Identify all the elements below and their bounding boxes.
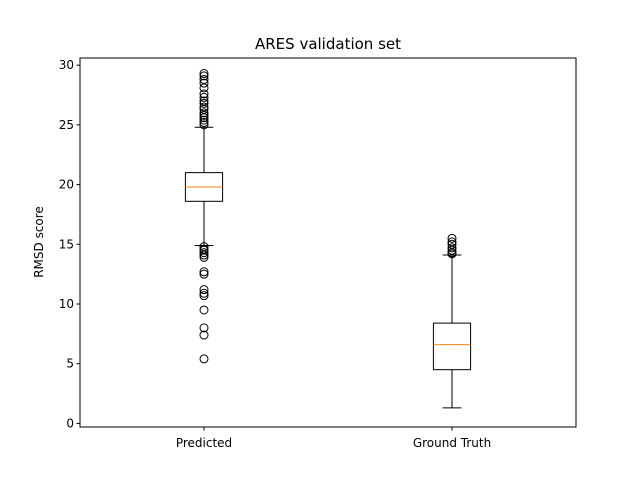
outlier-point: [199, 102, 209, 112]
outlier-point: [199, 248, 209, 258]
outlier-point: [199, 78, 209, 88]
outlier-point: [199, 354, 209, 364]
outlier-point: [447, 233, 457, 243]
outlier-point: [199, 83, 209, 93]
plot-area: 0 5 10 15 20 25 30 Predicted Ground Truth: [59, 58, 491, 450]
y-tick-label: 0: [66, 416, 74, 430]
outlier-point: [199, 71, 209, 81]
outlier-point: [199, 74, 209, 84]
outlier-point: [199, 120, 209, 130]
y-tick-label: 10: [59, 297, 74, 311]
outlier-point: [199, 115, 209, 125]
outlier-point: [199, 96, 209, 106]
outlier-point: [199, 330, 209, 340]
outlier-point: [199, 98, 209, 108]
y-tick-label: 25: [59, 118, 74, 132]
outlier-point: [447, 243, 457, 253]
outlier-point: [199, 242, 209, 252]
outlier-point: [199, 291, 209, 301]
outlier-point: [199, 69, 209, 79]
y-axis-label: RMSD score: [32, 206, 46, 278]
outlier-point: [199, 267, 209, 277]
outlier-point: [199, 269, 209, 279]
outlier-point: [199, 117, 209, 127]
plot-frame: [79, 57, 577, 428]
y-tick-label: 20: [59, 178, 74, 192]
x-tick-label: Ground Truth: [413, 436, 491, 450]
outlier-point: [199, 244, 209, 254]
chart-title: ARES validation set: [255, 35, 401, 53]
iqr-box: [432, 322, 472, 371]
y-tick-label: 5: [66, 357, 74, 371]
outlier-point: [199, 92, 209, 102]
outlier-point: [199, 285, 209, 295]
outlier-point: [199, 323, 209, 333]
x-tick-label: Predicted: [176, 436, 232, 450]
outlier-point: [199, 305, 209, 315]
y-tick-label: 30: [59, 58, 74, 72]
outlier-point: [199, 288, 209, 298]
outlier-point: [447, 239, 457, 249]
outlier-point: [199, 108, 209, 118]
y-tick-label: 15: [59, 237, 74, 251]
outlier-point: [199, 89, 209, 99]
outlier-point: [447, 237, 457, 247]
